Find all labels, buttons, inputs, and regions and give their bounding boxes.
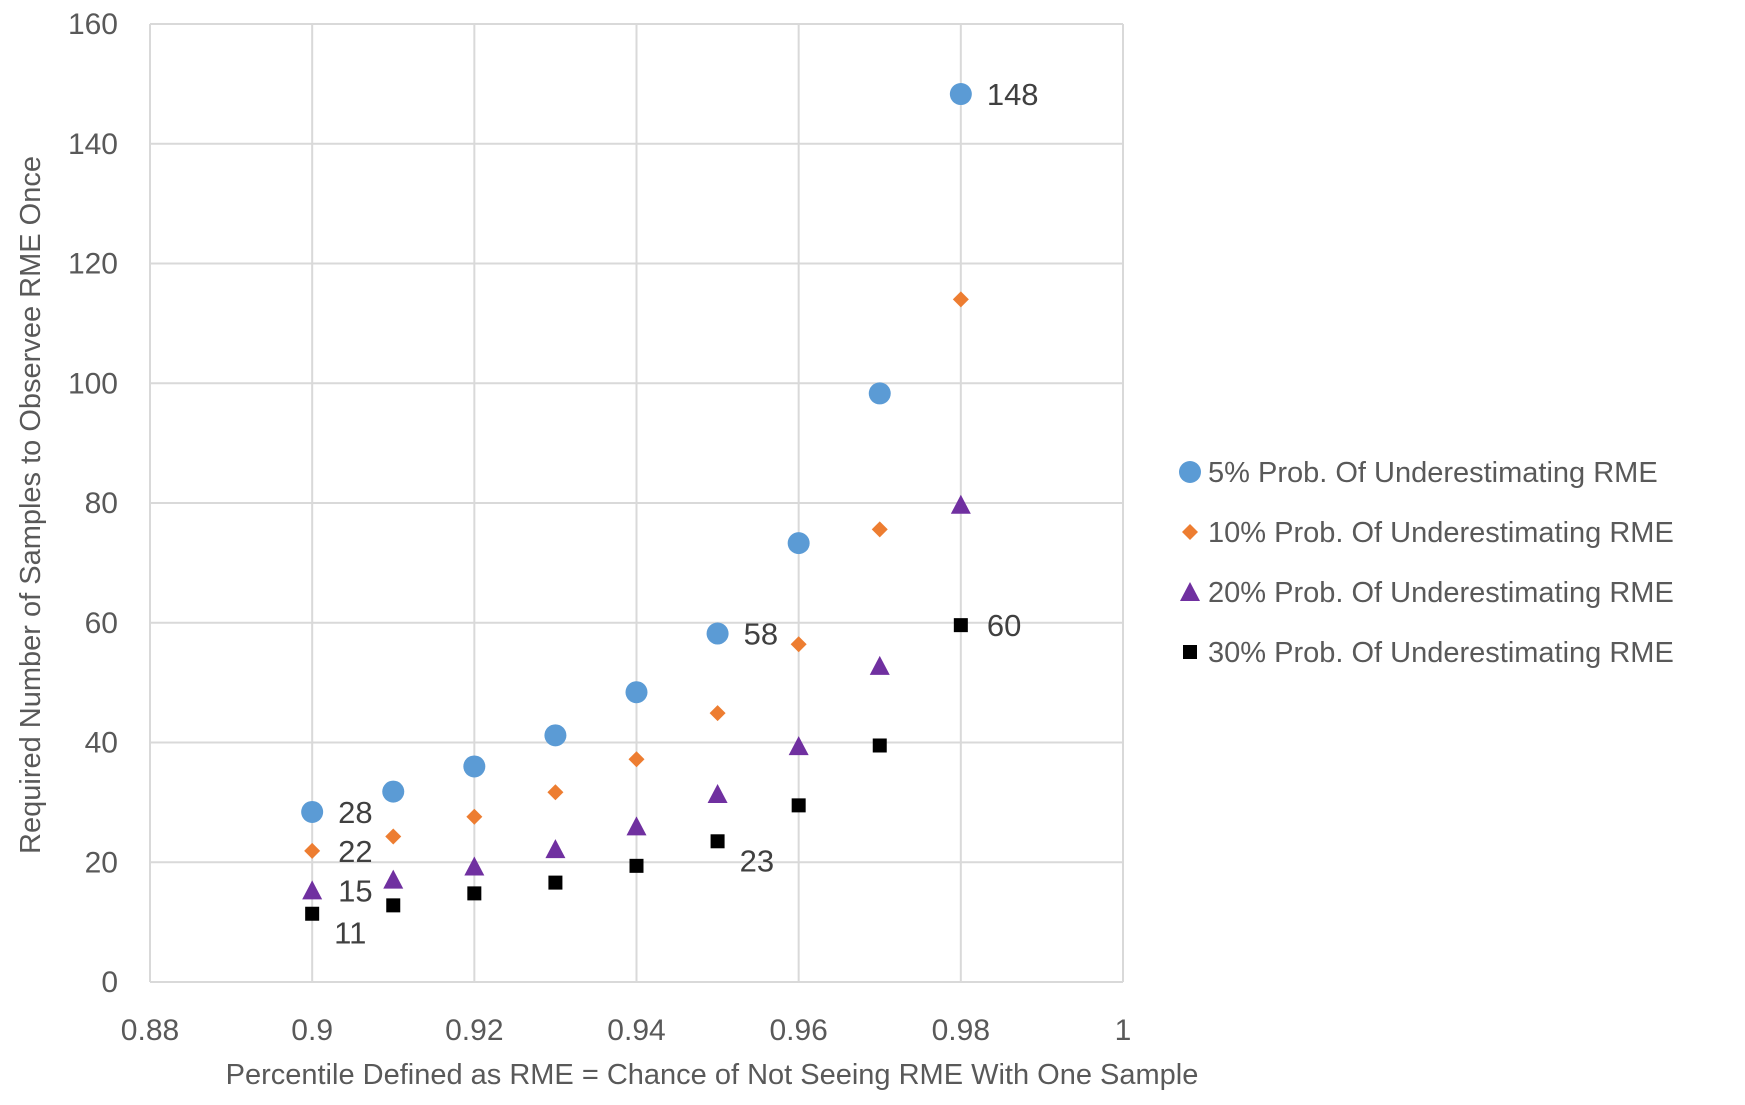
data-label: 23	[740, 843, 774, 878]
data-point-series-4	[467, 886, 482, 901]
data-point-series-4	[386, 898, 401, 913]
data-point-series-3	[869, 655, 890, 675]
data-point-series-4	[629, 858, 644, 873]
data-point-series-3	[788, 736, 809, 756]
y-tick-label: 140	[68, 128, 118, 161]
legend-item: 30% Prob. Of Underestimating RME	[1183, 637, 1674, 669]
legend-marker-icon	[1180, 582, 1200, 601]
data-point-series-1	[463, 755, 486, 778]
data-point-series-2	[385, 828, 402, 845]
legend-item: 10% Prob. Of Underestimating RME	[1182, 517, 1674, 549]
legend-marker-icon	[1182, 524, 1198, 540]
data-point-series-2	[952, 291, 969, 308]
legend-marker-icon	[1183, 645, 1197, 659]
legend-label: 10% Prob. Of Underestimating RME	[1208, 517, 1674, 549]
data-label: 22	[338, 834, 372, 869]
data-point-series-4	[953, 618, 968, 633]
data-point-series-2	[709, 705, 726, 722]
data-point-series-4	[710, 834, 725, 849]
legend-label: 30% Prob. Of Underestimating RME	[1208, 637, 1674, 669]
data-point-series-3	[626, 816, 647, 836]
data-point-series-1	[382, 780, 405, 803]
data-labels: 148 58 60 28 22 15 11 23	[334, 77, 1038, 951]
y-tick-label: 20	[85, 846, 118, 879]
x-tick-label: 0.88	[121, 1014, 179, 1047]
y-axis-title: Required Number of Samples to Observee R…	[15, 156, 47, 854]
y-tick-label: 80	[85, 487, 118, 520]
data-point-series-4	[548, 875, 563, 890]
data-point-series-4	[872, 738, 887, 753]
data-point-series-2	[628, 751, 645, 768]
x-tick-label: 0.9	[291, 1014, 333, 1047]
data-point-series-3	[302, 880, 323, 900]
data-point-series-3	[707, 783, 728, 803]
y-tick-label: 60	[85, 607, 118, 640]
data-point-series-1	[868, 382, 891, 405]
y-tick-label: 160	[68, 8, 118, 41]
x-axis-title: Percentile Defined as RME = Chance of No…	[226, 1059, 1199, 1091]
data-point-series-1	[949, 83, 972, 106]
data-point-series-1	[301, 800, 324, 823]
legend-label: 5% Prob. Of Underestimating RME	[1208, 457, 1658, 489]
x-tick-label: 0.92	[445, 1014, 503, 1047]
data-point-series-2	[547, 784, 564, 801]
y-tick-label: 40	[85, 727, 118, 760]
data-points	[301, 83, 972, 921]
y-tick-label: 0	[101, 966, 118, 999]
data-point-series-4	[305, 906, 320, 921]
x-tick-label: 1	[1115, 1014, 1132, 1047]
legend-label: 20% Prob. Of Underestimating RME	[1208, 577, 1674, 609]
data-label: 11	[334, 916, 366, 951]
legend-item: 20% Prob. Of Underestimating RME	[1180, 577, 1674, 609]
data-point-series-2	[871, 521, 888, 538]
data-label: 148	[987, 77, 1039, 112]
data-point-series-2	[466, 808, 483, 825]
x-tick-label: 0.94	[607, 1014, 665, 1047]
data-label: 15	[338, 873, 372, 908]
grid-lines	[149, 23, 1124, 983]
data-label: 60	[987, 608, 1021, 643]
x-tick-label: 0.98	[932, 1014, 990, 1047]
legend: 5% Prob. Of Underestimating RME 10% Prob.…	[1179, 457, 1674, 669]
data-point-series-2	[790, 636, 807, 653]
data-label: 28	[338, 795, 372, 830]
data-point-series-1	[625, 681, 648, 704]
y-tick-label: 120	[68, 248, 118, 281]
data-point-series-3	[545, 839, 566, 859]
data-point-series-1	[544, 724, 567, 747]
legend-item: 5% Prob. Of Underestimating RME	[1179, 457, 1658, 489]
x-tick-label: 0.96	[769, 1014, 827, 1047]
data-point-series-3	[383, 869, 404, 889]
legend-marker-icon	[1179, 461, 1201, 483]
data-point-series-3	[950, 494, 971, 514]
data-point-series-1	[787, 532, 810, 555]
data-label: 58	[744, 617, 778, 652]
data-point-series-2	[304, 842, 321, 859]
data-point-series-3	[464, 856, 485, 876]
data-point-series-4	[791, 798, 806, 813]
data-point-series-1	[706, 622, 729, 645]
y-tick-label: 100	[68, 367, 118, 400]
